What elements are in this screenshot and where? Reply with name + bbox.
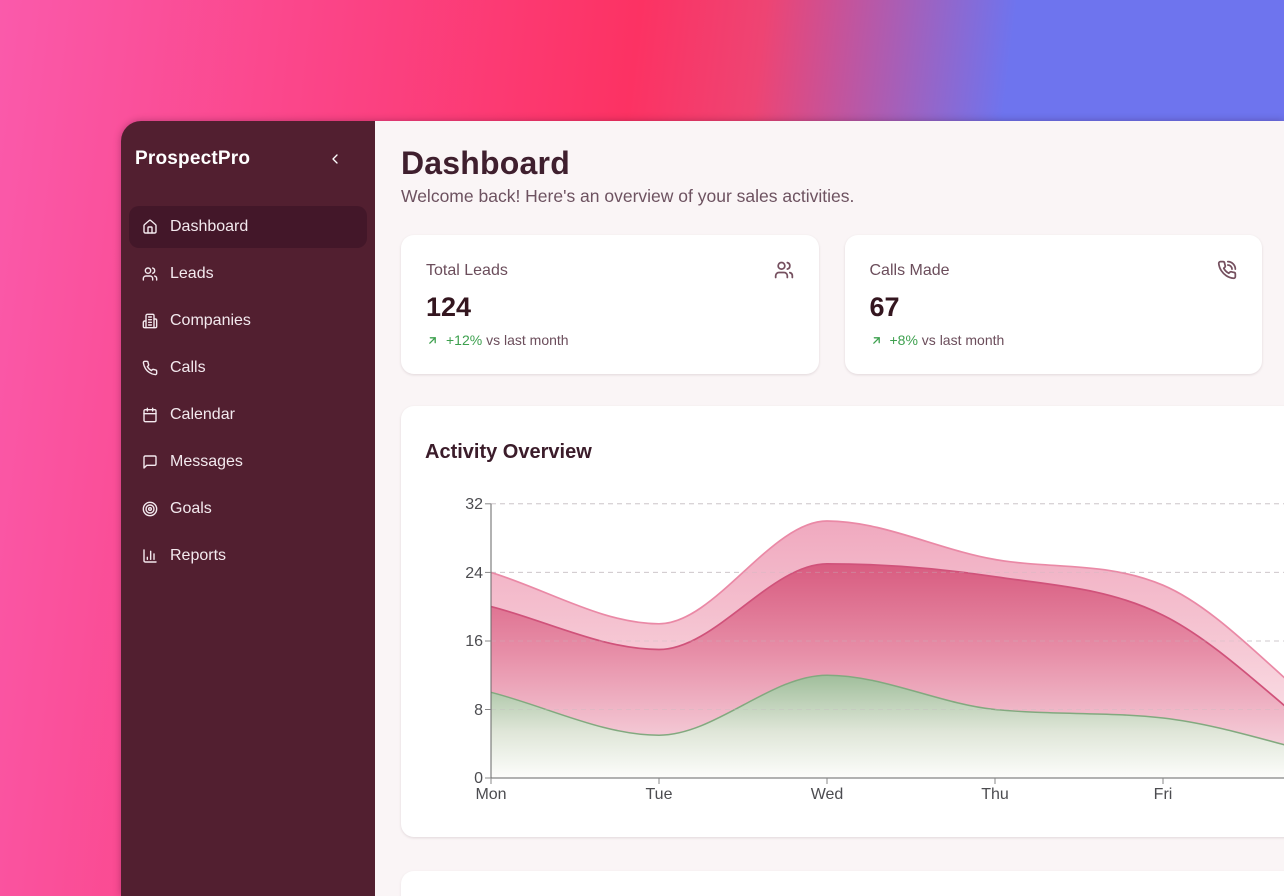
svg-text:16: 16: [465, 633, 483, 650]
svg-text:Wed: Wed: [811, 786, 844, 803]
svg-text:Thu: Thu: [981, 786, 1009, 803]
svg-text:24: 24: [465, 565, 483, 582]
svg-text:Fri: Fri: [1154, 786, 1173, 803]
svg-text:8: 8: [474, 702, 483, 719]
svg-text:0: 0: [474, 770, 483, 787]
svg-text:Tue: Tue: [646, 786, 673, 803]
svg-text:Mon: Mon: [475, 786, 506, 803]
svg-text:32: 32: [465, 496, 483, 513]
